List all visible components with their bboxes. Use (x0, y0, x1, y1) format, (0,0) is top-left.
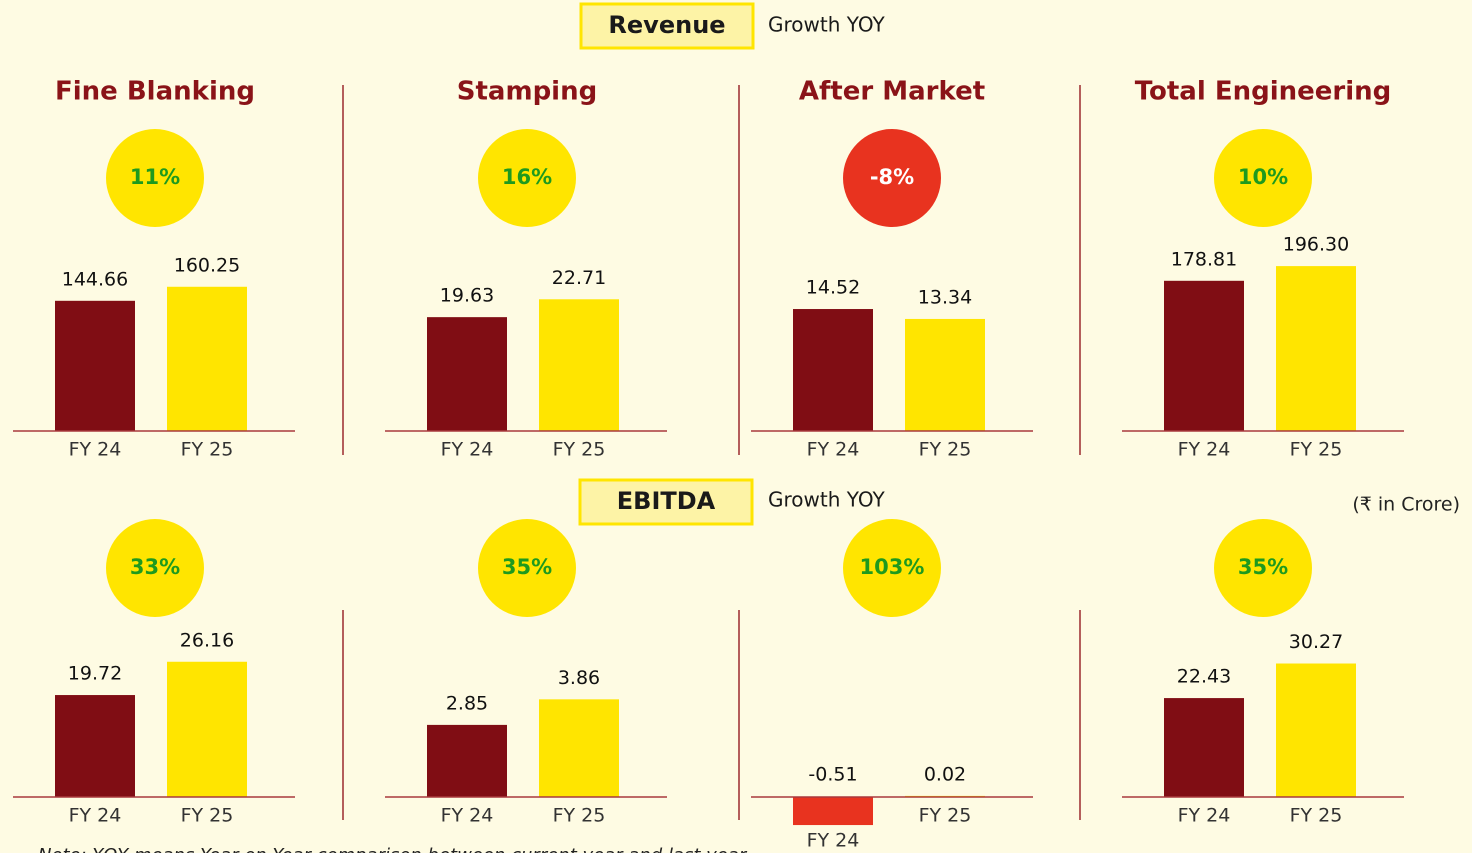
category-label: FY 24 (441, 439, 494, 461)
bar (427, 724, 507, 797)
category-label: FY 24 (441, 805, 494, 827)
growth-label: 33% (130, 555, 180, 579)
value-label: 19.63 (440, 285, 494, 307)
growth-circle (843, 519, 941, 617)
category-label: FY 25 (181, 439, 234, 461)
bar (167, 661, 247, 797)
category-label: FY 24 (69, 439, 122, 461)
category-label: FY 25 (1290, 439, 1343, 461)
bar (793, 309, 873, 431)
bar (1276, 663, 1356, 797)
value-label: 144.66 (62, 268, 128, 290)
category-label: FY 25 (553, 805, 606, 827)
bar (539, 699, 619, 797)
bar (905, 318, 985, 431)
value-label: 30.27 (1289, 631, 1343, 653)
bar (55, 300, 135, 431)
growth-label: 10% (1238, 165, 1288, 189)
category-label: FY 24 (1178, 439, 1231, 461)
value-label: -0.51 (808, 764, 857, 786)
growth-circle (1214, 519, 1312, 617)
category-label: FY 24 (807, 439, 860, 461)
category-label: FY 25 (553, 439, 606, 461)
category-label: FY 25 (919, 805, 972, 827)
growth-circle (478, 129, 576, 227)
value-label: 22.71 (552, 267, 606, 289)
section-box (579, 2, 755, 50)
unit-note: (₹ in Crore) (1352, 494, 1460, 516)
growth-label: 16% (502, 165, 552, 189)
bar (167, 286, 247, 431)
value-label: 13.34 (918, 286, 972, 308)
separators (342, 85, 1081, 820)
bar (1164, 698, 1244, 797)
growth-label: 35% (1238, 555, 1288, 579)
category-label: FY 24 (1178, 805, 1231, 827)
section-box (578, 478, 754, 526)
value-label: 14.52 (806, 277, 860, 299)
bar (1276, 266, 1356, 431)
value-label: 26.16 (180, 629, 234, 651)
footnote: Note: YOY means Year on Year comparison … (38, 845, 748, 853)
category-label: FY 25 (1290, 805, 1343, 827)
growth-circle (106, 129, 204, 227)
bar (793, 797, 873, 826)
section-title: Revenue (608, 11, 725, 39)
panel-title: Stamping (457, 77, 597, 107)
bar (427, 317, 507, 431)
value-label: 178.81 (1171, 248, 1237, 270)
category-label: FY 24 (807, 830, 860, 852)
growth-label: 11% (130, 165, 180, 189)
bar (539, 299, 619, 431)
growth-circle (843, 129, 941, 227)
growth-label: -8% (870, 165, 914, 189)
growth-label: 35% (502, 555, 552, 579)
growth-heading: Growth YOY (768, 488, 886, 512)
bar (1164, 280, 1244, 431)
category-label: FY 24 (69, 805, 122, 827)
value-label: 196.30 (1283, 234, 1349, 256)
value-label: 22.43 (1177, 666, 1231, 688)
growth-circle (106, 519, 204, 617)
growth-label: 103% (860, 555, 925, 579)
category-label: FY 25 (181, 805, 234, 827)
value-label: 3.86 (558, 667, 600, 689)
section-title: EBITDA (617, 487, 716, 515)
growth-heading: Growth YOY (768, 13, 886, 37)
category-label: FY 25 (919, 439, 972, 461)
panel-title: After Market (799, 77, 985, 107)
bar (55, 695, 135, 797)
value-label: 0.02 (924, 763, 966, 785)
growth-circle (1214, 129, 1312, 227)
value-label: 19.72 (68, 663, 122, 685)
panel-title: Total Engineering (1135, 77, 1392, 107)
growth-circle (478, 519, 576, 617)
value-label: 160.25 (174, 254, 240, 276)
panel-title: Fine Blanking (55, 77, 255, 107)
value-label: 2.85 (446, 692, 488, 714)
